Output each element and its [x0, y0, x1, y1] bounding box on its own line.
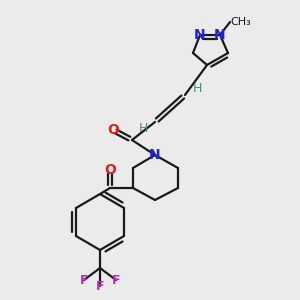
- Text: O: O: [107, 123, 119, 137]
- Text: N: N: [214, 28, 226, 42]
- Text: F: F: [80, 274, 88, 286]
- Text: H: H: [192, 82, 202, 94]
- Text: CH₃: CH₃: [230, 17, 251, 27]
- Text: O: O: [104, 163, 116, 177]
- Text: N: N: [194, 28, 206, 42]
- Text: H: H: [138, 122, 148, 134]
- Text: F: F: [112, 274, 120, 286]
- Text: F: F: [96, 280, 104, 292]
- Text: N: N: [149, 148, 161, 162]
